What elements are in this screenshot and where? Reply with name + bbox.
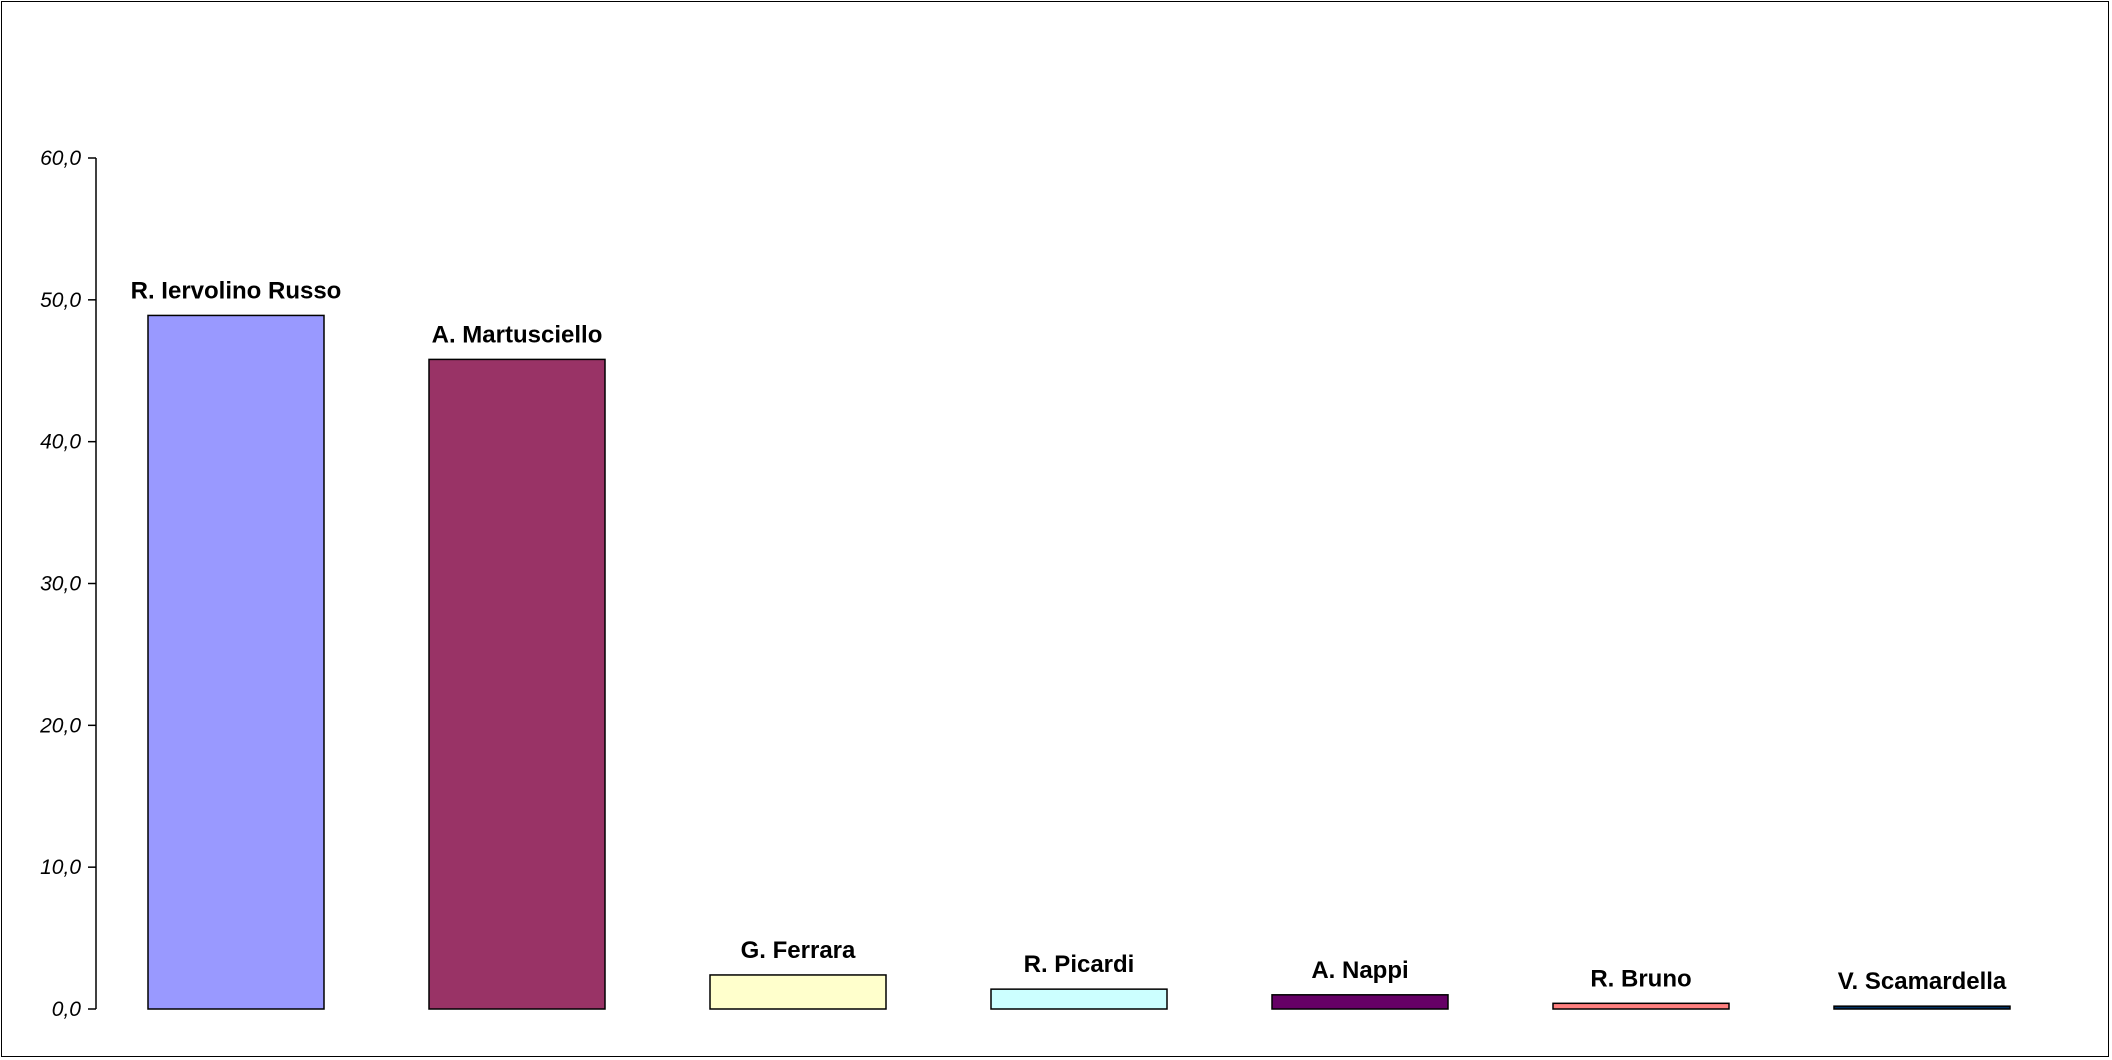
y-tick-label: 20,0 bbox=[39, 714, 81, 737]
bar-label: G. Ferrara bbox=[741, 937, 856, 964]
y-tick-label: 30,0 bbox=[40, 573, 81, 596]
y-tick-label: 10,0 bbox=[40, 856, 81, 879]
bar-label: R. Iervolino Russo bbox=[131, 277, 342, 304]
bars bbox=[147, 314, 2011, 1010]
bar-3 bbox=[990, 988, 1168, 1010]
bar-0 bbox=[147, 314, 325, 1010]
y-tick-label: 0,0 bbox=[52, 998, 82, 1021]
y-axis: 0,0 10,0 20,0 30,0 40,0 50,0 60,0 bbox=[39, 147, 97, 1021]
bar-label: R. Picardi bbox=[1024, 951, 1135, 978]
bar-label: V. Scamardella bbox=[1838, 968, 2007, 995]
bar-label: R. Bruno bbox=[1590, 965, 1691, 992]
bar-5 bbox=[1552, 1002, 1730, 1010]
bar-4 bbox=[1271, 994, 1449, 1010]
y-tick-label: 60,0 bbox=[40, 147, 81, 170]
bar-label: A. Nappi bbox=[1311, 957, 1408, 984]
bar-6 bbox=[1833, 1005, 2011, 1010]
data-labels: R. Iervolino Russo A. Martusciello G. Ferr… bbox=[131, 277, 2007, 995]
bar-1 bbox=[428, 358, 606, 1010]
y-tick-label: 50,0 bbox=[40, 289, 81, 312]
bar-2 bbox=[709, 974, 887, 1010]
bar-label: A. Martusciello bbox=[432, 321, 603, 348]
y-tick-label: 40,0 bbox=[40, 431, 81, 454]
